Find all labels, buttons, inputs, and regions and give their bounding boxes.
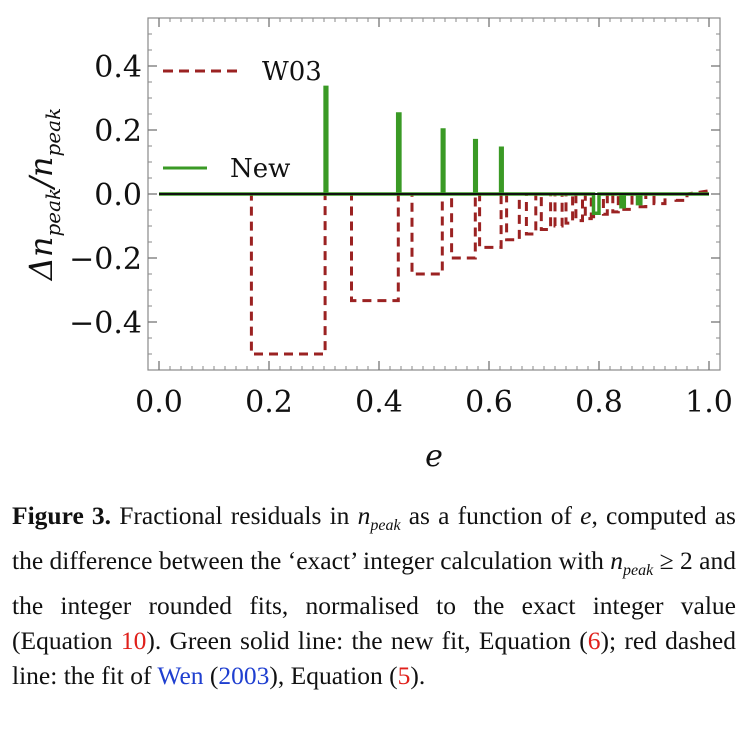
caption-text-7: ( — [203, 661, 219, 691]
residuals-chart: 0.0 0.2 0.4 0.6 0.8 1.00.40.20.0−0.2−0.4 W03 … — [22, 17, 733, 474]
caption-ref-eq6[interactable]: 6 — [587, 626, 601, 656]
tick-labels: 0.0 0.2 0.4 0.6 0.8 1.0 0.4 0.2 0.0 −0.2 −0.4 — [69, 50, 733, 420]
y-axis-title-delta-n: Δn — [22, 237, 60, 283]
y-axis-title-sub1: peak — [41, 188, 65, 237]
caption-label: Figure 3. — [12, 501, 112, 530]
svg-text:Δnpeak/npeak: Δnpeak/npeak — [22, 108, 65, 282]
x-tick-label: 0.2 — [245, 385, 293, 420]
x-tick-label: 0.0 — [135, 385, 183, 420]
caption-text-5: ). Green solid line: the new fit, Equati… — [146, 626, 588, 656]
caption-npeak-2: npeak — [610, 546, 654, 580]
x-tick-label: 0.6 — [465, 385, 513, 420]
y-axis-title-slash-n: /n — [22, 156, 60, 190]
x-tick-label: 0.4 — [355, 385, 403, 420]
caption-text-2: as a function of — [400, 501, 581, 530]
caption-text-9: ). — [410, 661, 426, 691]
figure-3-plot: 0.0 0.2 0.4 0.6 0.8 1.0 0.4 0.2 0.0 −0.2 −0.4 W03 … — [22, 17, 733, 474]
y-tick-label: −0.2 — [69, 242, 142, 277]
caption-npeak-1: npeak — [357, 501, 401, 535]
caption-ref-year[interactable]: 2003 — [218, 661, 270, 691]
caption-text-3: , computed as the difference between the… — [12, 501, 736, 576]
series-layer — [159, 85, 710, 356]
caption-text-8: ), Equation ( — [269, 661, 398, 691]
y-axis-title-sub2: peak — [41, 108, 65, 157]
legend-w03-label: W03 — [262, 57, 322, 87]
caption-ref-eq10[interactable]: 10 — [120, 626, 147, 656]
x-tick-label: 1.0 — [685, 385, 733, 420]
y-tick-label: 0.4 — [94, 50, 142, 85]
major-ticks — [148, 18, 720, 370]
caption-ref-eq5[interactable]: 5 — [397, 661, 411, 691]
y-tick-label: 0.2 — [94, 114, 142, 149]
caption-text-4: ≥ 2 and the integer rounded fits, normal… — [12, 546, 736, 656]
x-axis-title: e — [425, 439, 443, 474]
series-w03-line — [159, 189, 710, 356]
caption-text-6: ); red dashed line: the fit of — [12, 626, 736, 691]
y-axis-title: Δnpeak/npeak — [22, 108, 65, 282]
y-tick-label: 0.0 — [94, 178, 142, 213]
figure-caption: Figure 3. Fractional residuals in npeak … — [12, 498, 736, 693]
y-tick-label: −0.4 — [69, 306, 142, 341]
caption-text-1: Fractional residuals in — [111, 501, 358, 530]
x-tick-label: 0.8 — [575, 385, 623, 420]
caption-e: e — [580, 501, 592, 530]
legend-new-label: New — [230, 154, 290, 184]
caption-ref-wen[interactable]: Wen — [157, 661, 204, 691]
